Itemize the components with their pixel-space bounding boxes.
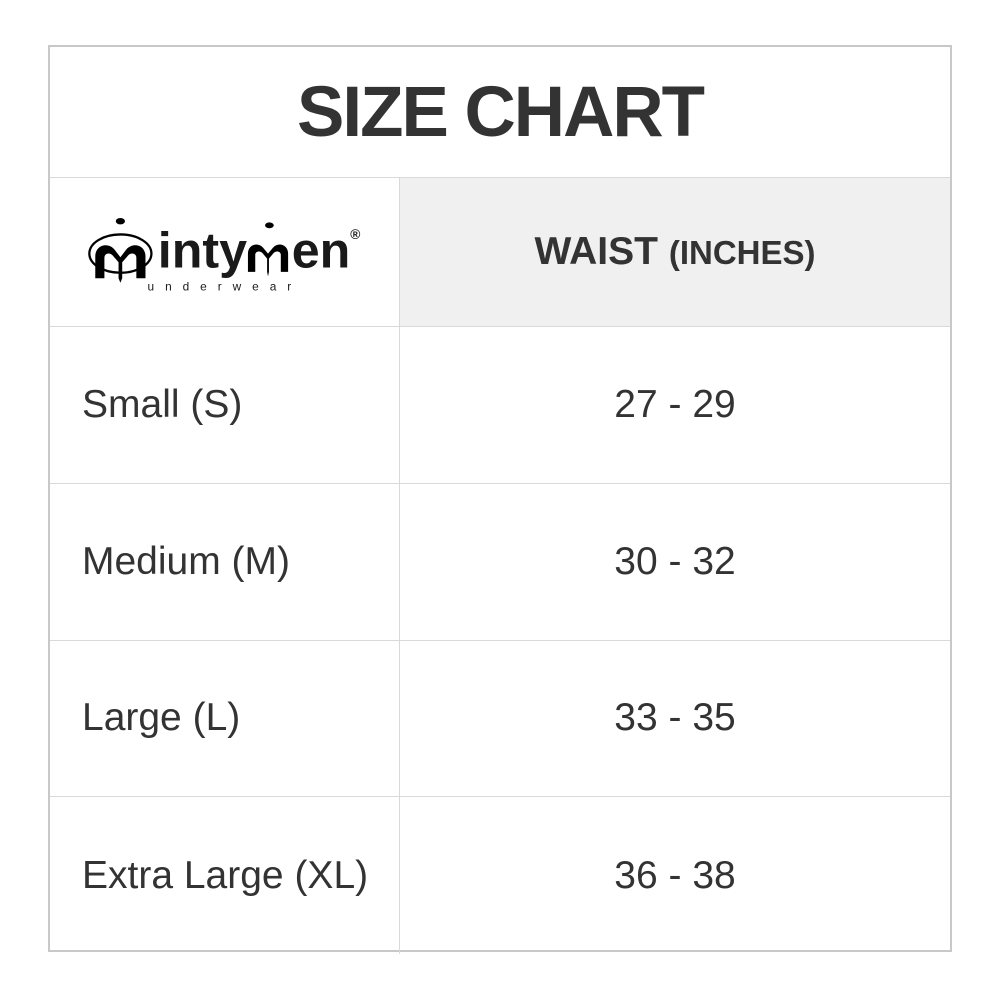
svg-text:®: ® bbox=[350, 226, 360, 241]
svg-text:en: en bbox=[292, 222, 351, 278]
svg-text:ty: ty bbox=[202, 222, 247, 278]
svg-text:in: in bbox=[158, 222, 203, 278]
svg-text:underwear: underwear bbox=[148, 279, 303, 293]
